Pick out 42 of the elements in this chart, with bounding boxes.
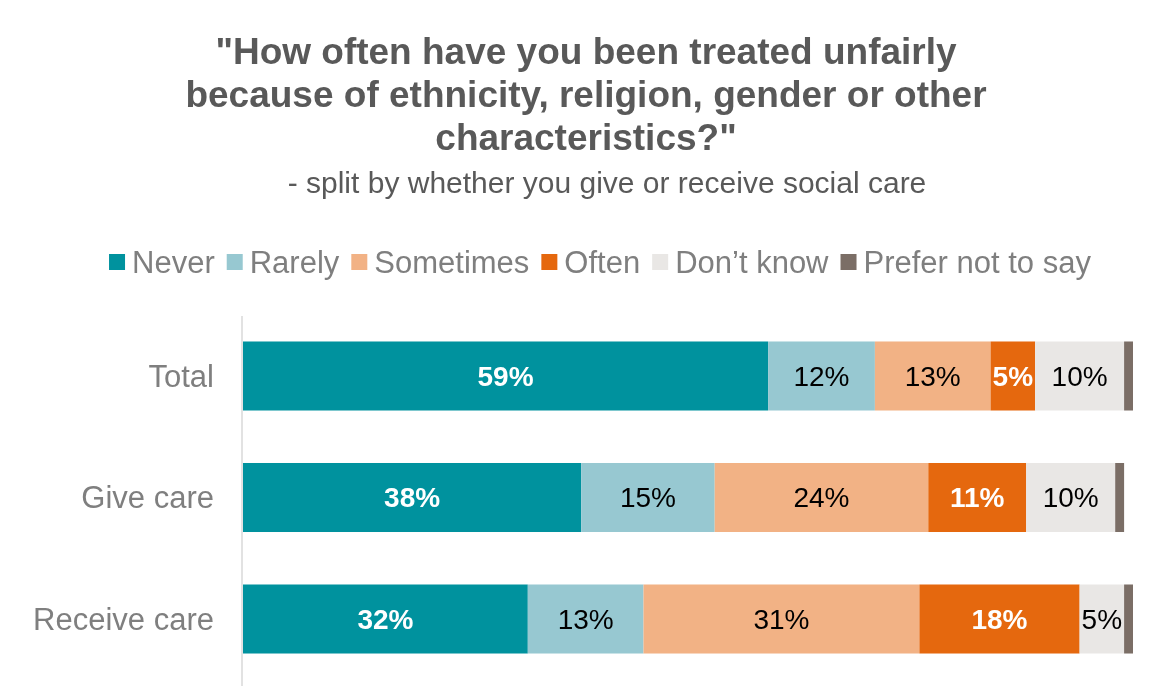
data-label: 5% — [1081, 603, 1123, 635]
bar — [928, 462, 1027, 533]
legend-label: Prefer not to say — [863, 244, 1092, 280]
bar — [714, 462, 929, 533]
bar — [527, 584, 644, 654]
chart-subtitle: - split by whether you give or receive social care — [287, 166, 927, 199]
y-tick-label: Receive care — [33, 601, 214, 637]
data-label: 15% — [619, 482, 676, 514]
data-label: 12% — [793, 360, 850, 392]
chart-title: "How often have you been treated unfairly because of ethnicity, religion, gender or other characteristics?" — [185, 31, 987, 158]
bar — [1035, 341, 1125, 411]
data-label: 13% — [904, 360, 961, 392]
data-label: 32% — [357, 603, 414, 635]
bar — [874, 341, 991, 411]
y-tick-label: Total — [148, 358, 214, 394]
data-label: 31% — [753, 603, 810, 635]
bar — [1124, 584, 1133, 654]
bar — [768, 341, 875, 411]
legend-label: Never — [132, 244, 215, 280]
data-label: 10% — [1042, 482, 1099, 514]
legend-label: Rarely — [249, 244, 340, 280]
data-label: 59% — [477, 360, 534, 392]
bar — [643, 584, 920, 654]
bar — [919, 584, 1080, 654]
legend-label: Often — [564, 244, 641, 280]
bar — [1115, 462, 1125, 533]
data-label: 13% — [557, 603, 614, 635]
bar — [243, 584, 528, 654]
bar — [243, 341, 769, 411]
data-label: 11% — [950, 482, 1005, 514]
data-label: 10% — [1051, 360, 1108, 392]
bar — [1124, 341, 1133, 411]
y-tick-label: Give care — [81, 480, 214, 516]
data-label: 5% — [992, 360, 1034, 392]
legend-label: Don’t know — [675, 244, 830, 280]
legend-label: Sometimes — [374, 244, 530, 280]
data-label: 38% — [384, 482, 441, 514]
bar — [581, 462, 715, 533]
bar — [243, 462, 582, 533]
bar — [1026, 462, 1116, 533]
data-label: 24% — [793, 482, 850, 514]
data-label: 18% — [971, 603, 1028, 635]
